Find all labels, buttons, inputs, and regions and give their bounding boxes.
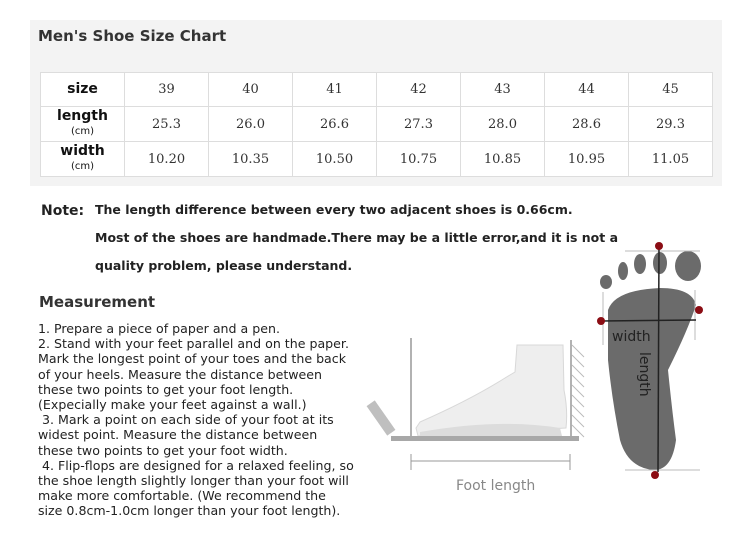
measurement-heading: Measurement <box>39 293 156 311</box>
table-row: size 39 40 41 42 43 44 45 <box>40 72 713 107</box>
table-cell: 11.05 <box>628 141 713 177</box>
row-header: size <box>40 72 125 107</box>
step-line: these two points to get your foot width. <box>38 442 288 458</box>
page-title: Men's Shoe Size Chart <box>38 27 227 45</box>
step-line: 3. Mark a point on each side of your foo… <box>38 412 334 428</box>
step-line: Mark the longest point of your toes and … <box>38 351 346 367</box>
table-cell: 43 <box>460 72 545 107</box>
table-cell: 10.20 <box>124 141 209 177</box>
table-cell: 27.3 <box>376 106 461 142</box>
row-label: length <box>57 108 108 124</box>
note-line: Most of the shoes are handmade.There may… <box>95 230 619 245</box>
table-cell: 28.0 <box>460 106 545 142</box>
table-cell: 29.3 <box>628 106 713 142</box>
side-foot-illustration: Foot length <box>366 338 585 494</box>
table-cell: 10.35 <box>208 141 293 177</box>
step-line: of your heels. Measure the distance betw… <box>38 366 323 382</box>
table-cell: 26.0 <box>208 106 293 142</box>
step-line: size 0.8cm-1.0cm longer than your foot l… <box>38 503 341 519</box>
measurement-steps: 1. Prepare a piece of paper and a pen. 2.… <box>38 321 398 519</box>
note-line: The length difference between every two … <box>95 202 573 217</box>
table-cell: 44 <box>544 72 629 107</box>
row-header: length (cm) <box>40 106 125 142</box>
table-cell: 10.85 <box>460 141 545 177</box>
row-label: size <box>67 81 98 97</box>
step-line: the shoe length slightly longer than you… <box>38 473 349 489</box>
length-label: length <box>636 352 652 397</box>
step-line: (Expecially make your feet against a wal… <box>38 397 307 413</box>
row-unit: (cm) <box>70 126 95 137</box>
table-cell: 10.75 <box>376 141 461 177</box>
width-label: width <box>612 329 651 345</box>
table-cell: 25.3 <box>124 106 209 142</box>
step-line: 2. Stand with your feet parallel and on … <box>38 336 349 352</box>
note-label: Note: <box>41 203 85 219</box>
row-label: width <box>60 143 105 159</box>
step-line: these two points to get your foot length… <box>38 381 294 397</box>
foot-length-label: Foot length <box>456 478 535 494</box>
table-row: width (cm) 10.20 10.35 10.50 10.75 10.85 10.95 1… <box>40 141 713 177</box>
size-table: size 39 40 41 42 43 44 45 length (cm) 25.3 26.0 26.6… <box>40 72 713 177</box>
table-cell: 10.50 <box>292 141 377 177</box>
step-line: 4. Flip-flops are designed for a relaxed… <box>38 457 354 473</box>
foot-sole-illustration: width length <box>597 242 703 479</box>
step-line: widest point. Measure the distance betwe… <box>38 427 318 443</box>
step-line: 1. Prepare a piece of paper and a pen. <box>38 321 280 336</box>
table-cell: 28.6 <box>544 106 629 142</box>
table-row: length (cm) 25.3 26.0 26.6 27.3 28.0 28.6 29.3 <box>40 106 713 142</box>
table-cell: 39 <box>124 72 209 107</box>
step-line: make more comfortable. (We recommend the <box>38 488 326 504</box>
row-unit: (cm) <box>70 161 95 172</box>
row-header: width (cm) <box>40 141 125 177</box>
note-line: quality problem, please understand. <box>95 258 353 273</box>
